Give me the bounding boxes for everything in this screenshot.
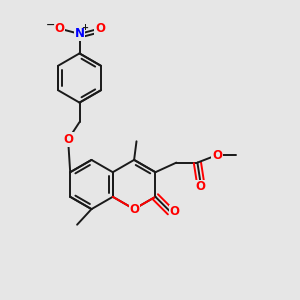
Text: O: O: [63, 133, 73, 146]
Text: O: O: [195, 180, 206, 194]
Text: −: −: [45, 20, 55, 30]
Text: O: O: [95, 22, 105, 35]
Text: +: +: [81, 23, 88, 32]
Text: O: O: [54, 22, 64, 35]
Text: O: O: [212, 148, 222, 162]
Text: O: O: [169, 205, 180, 218]
Text: N: N: [74, 27, 85, 40]
Text: O: O: [129, 202, 139, 216]
